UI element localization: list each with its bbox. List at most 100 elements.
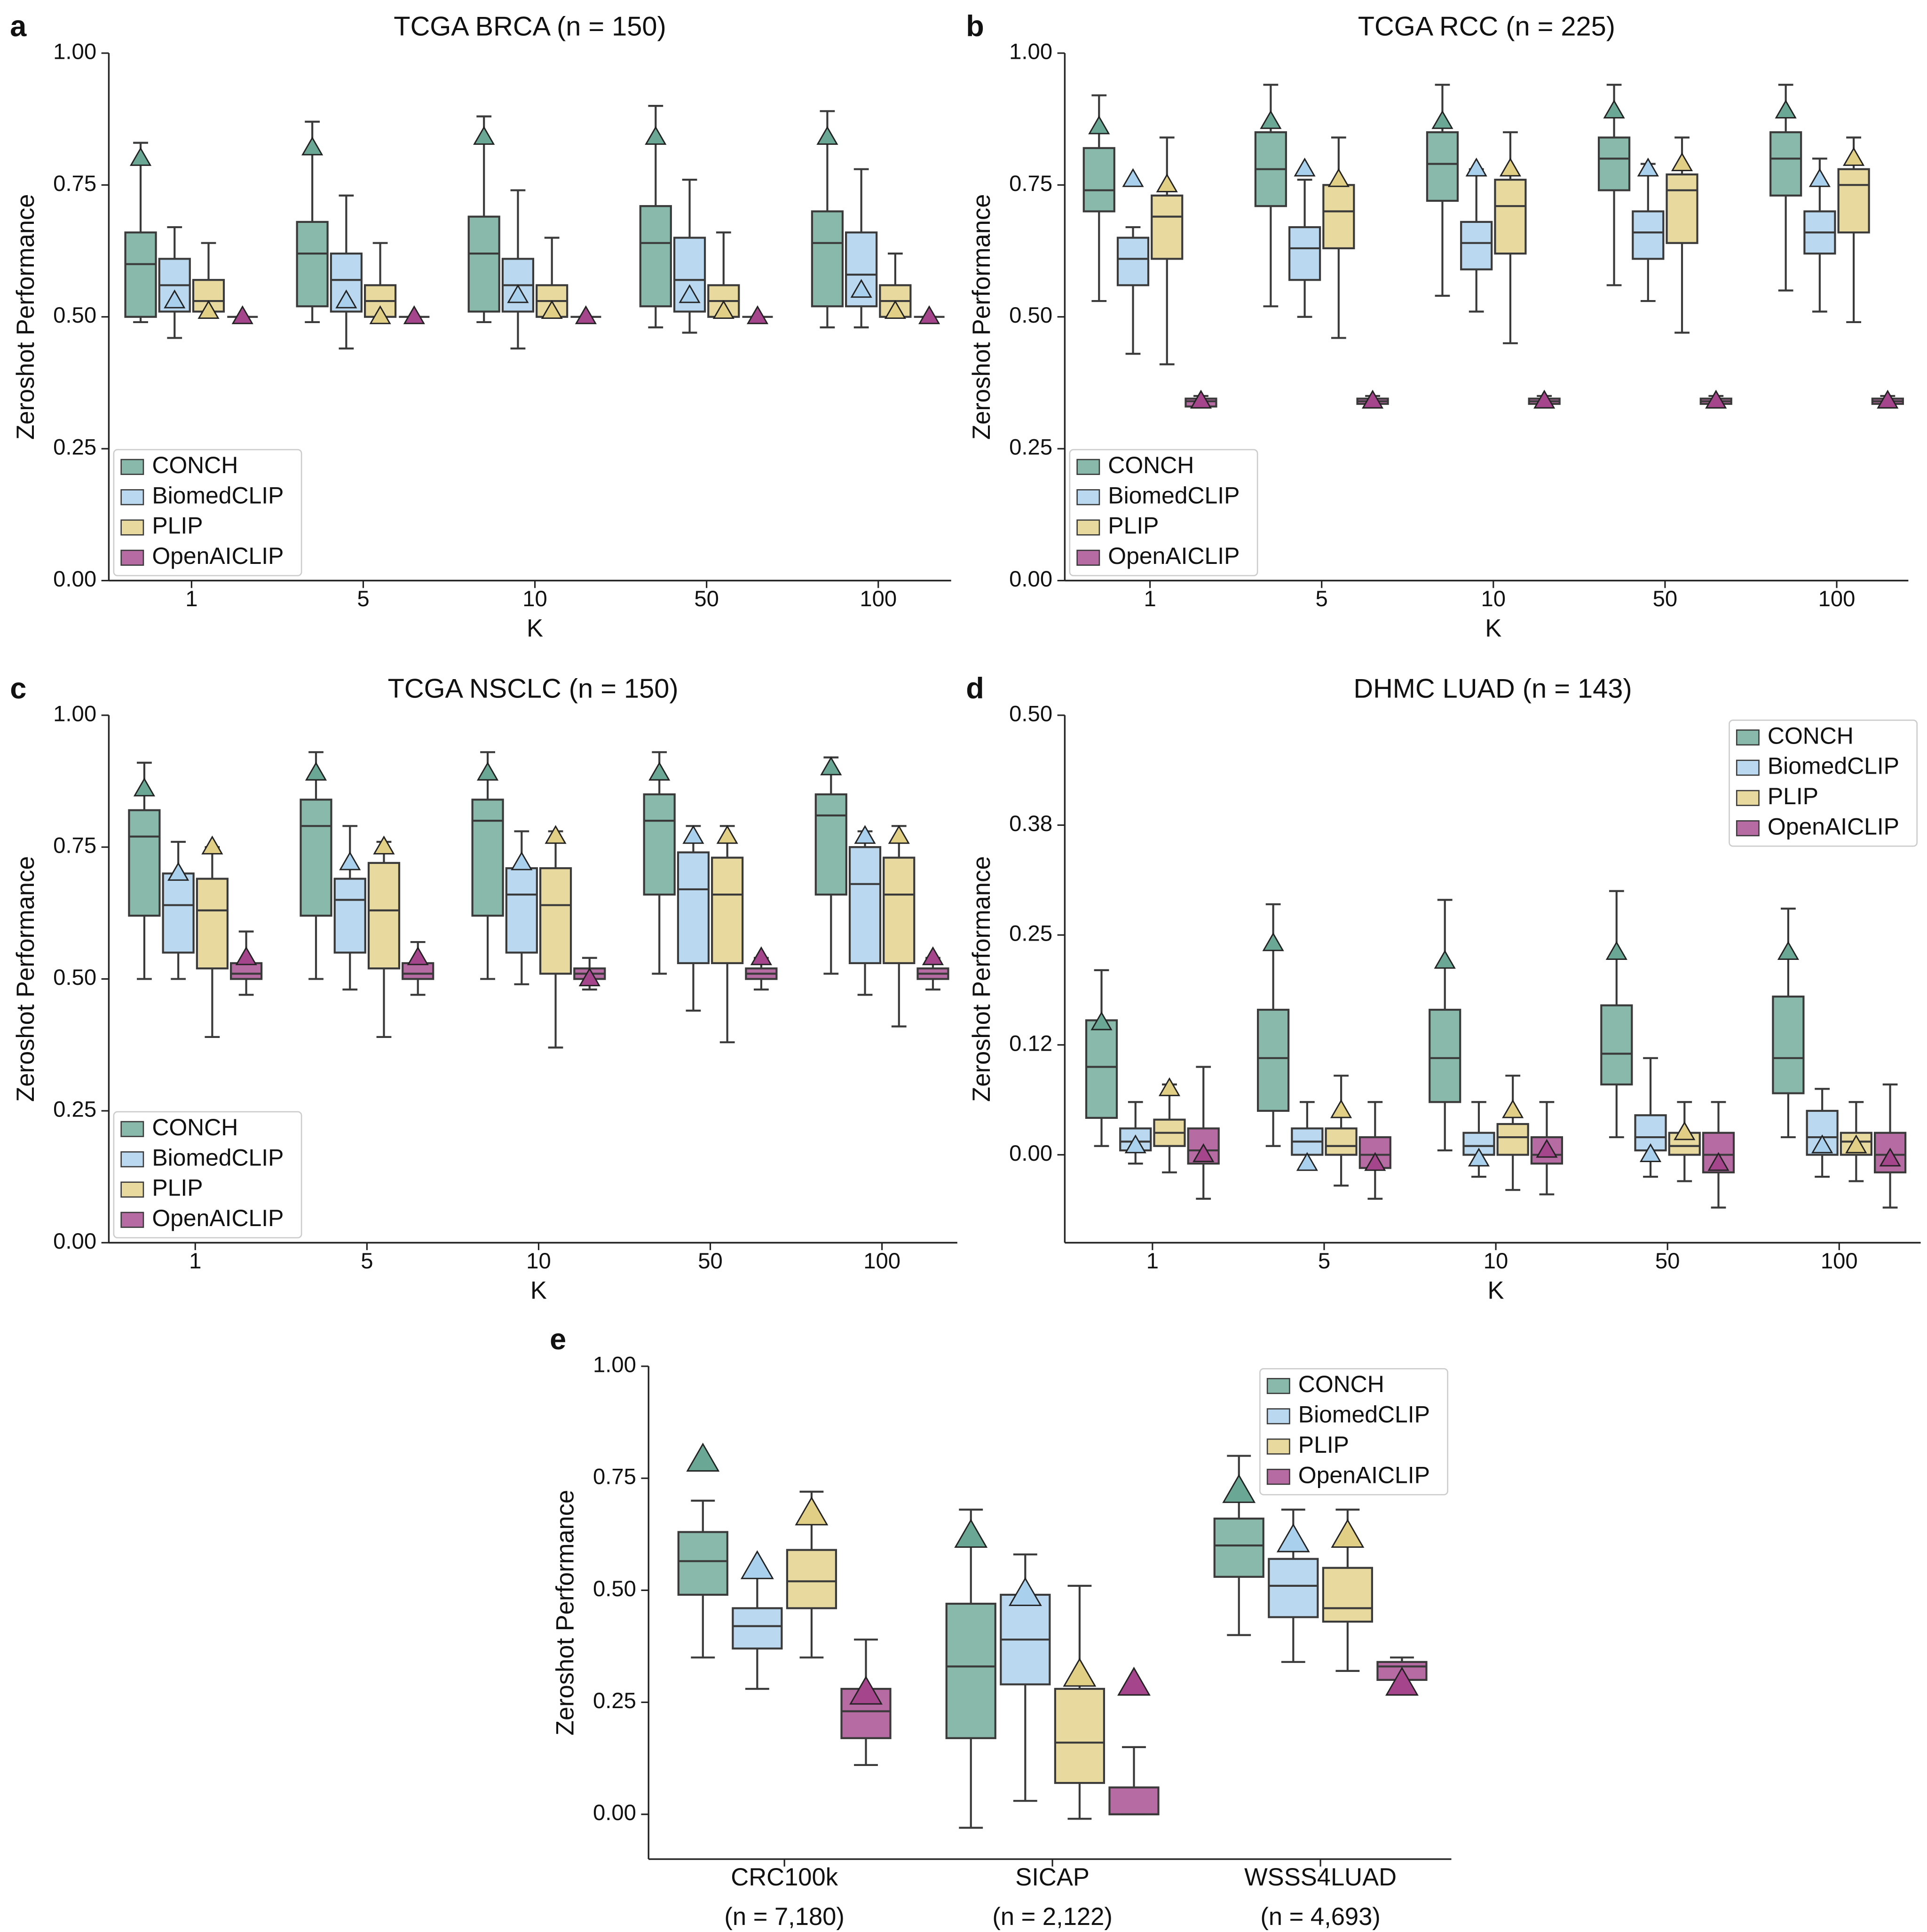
panel: e Zeroshot Performance 0.00 0.25 0.50 0.75 1.0… bbox=[550, 1323, 1452, 1931]
legend-swatch bbox=[120, 549, 144, 566]
mean-marker bbox=[1385, 1666, 1419, 1696]
legend-label: CONCH bbox=[152, 452, 238, 478]
legend: CONCH BiomedCLIP PLIP OpenAICLIP bbox=[1729, 719, 1918, 847]
mean-marker bbox=[1090, 1011, 1113, 1030]
y-tick-label: 0.75 bbox=[53, 171, 96, 196]
y-tick-label: 0.25 bbox=[593, 1688, 636, 1713]
legend: CONCH BiomedCLIP PLIP OpenAICLIP bbox=[1259, 1368, 1448, 1496]
mean-marker bbox=[1705, 389, 1727, 409]
mean-marker bbox=[849, 1675, 883, 1705]
mean-marker bbox=[1674, 1121, 1696, 1140]
box bbox=[945, 1602, 996, 1739]
y-tick-label: 0.50 bbox=[53, 303, 96, 328]
box bbox=[1288, 226, 1321, 281]
x-tick-label: 10 bbox=[522, 586, 547, 611]
legend-swatch bbox=[120, 1151, 144, 1168]
legend-swatch bbox=[120, 459, 144, 475]
box bbox=[1429, 1008, 1461, 1103]
chart-title: TCGA RCC (n = 225) bbox=[1358, 12, 1615, 42]
legend: CONCH BiomedCLIP PLIP OpenAICLIP bbox=[113, 1111, 302, 1239]
mean-marker bbox=[235, 946, 257, 966]
mean-marker bbox=[305, 761, 327, 781]
legend-frame bbox=[1729, 719, 1918, 847]
x-tick-label: 10 bbox=[1484, 1249, 1508, 1274]
y-tick-label: 0.25 bbox=[53, 435, 96, 460]
mean-marker bbox=[1605, 941, 1627, 960]
mean-marker bbox=[511, 851, 533, 871]
mean-marker bbox=[1536, 1139, 1558, 1158]
mean-marker bbox=[541, 300, 563, 319]
legend-label: OpenAICLIP bbox=[1108, 543, 1240, 569]
mean-marker bbox=[1843, 147, 1865, 166]
mean-marker bbox=[679, 284, 701, 303]
legend-label: PLIP bbox=[1298, 1432, 1349, 1458]
mean-marker bbox=[1008, 1577, 1042, 1606]
mean-marker bbox=[335, 289, 357, 309]
y-tick-label: 0.75 bbox=[53, 833, 96, 858]
box bbox=[1600, 1004, 1633, 1085]
legend-label: PLIP bbox=[1768, 783, 1818, 809]
box bbox=[162, 872, 195, 954]
y-tick-label: 1.00 bbox=[593, 1353, 636, 1378]
mean-marker bbox=[403, 305, 425, 325]
x-tick-label: 1 bbox=[1144, 586, 1156, 611]
mean-marker bbox=[686, 1442, 720, 1472]
y-tick-label: 0.50 bbox=[1009, 701, 1052, 726]
mean-marker bbox=[1361, 389, 1384, 409]
box bbox=[1460, 221, 1493, 270]
box bbox=[1116, 237, 1150, 286]
box bbox=[1151, 194, 1184, 260]
mean-marker bbox=[201, 835, 223, 855]
mean-marker bbox=[1809, 168, 1831, 187]
legend-frame bbox=[113, 449, 302, 577]
legend-swatch bbox=[1076, 489, 1100, 506]
y-axis-label: Zeroshot Performance bbox=[552, 1490, 579, 1735]
mean-marker bbox=[746, 305, 769, 325]
box bbox=[1268, 1558, 1319, 1618]
y-tick-label: 1.00 bbox=[53, 39, 96, 64]
x-axis-label: K bbox=[527, 614, 543, 642]
x-axis-label: K bbox=[1488, 1276, 1504, 1304]
mean-marker bbox=[1637, 158, 1659, 177]
mean-marker bbox=[1811, 1134, 1833, 1154]
box bbox=[1085, 1019, 1118, 1119]
legend-label: OpenAICLIP bbox=[1768, 813, 1899, 839]
y-axis-label: Zeroshot Performance bbox=[968, 194, 995, 439]
legend-label: CONCH bbox=[152, 1114, 238, 1140]
mean-marker bbox=[164, 289, 186, 309]
legend-label: PLIP bbox=[1108, 513, 1159, 539]
mean-marker bbox=[716, 825, 738, 844]
y-tick-label: 0.75 bbox=[593, 1465, 636, 1489]
mean-marker bbox=[473, 126, 495, 145]
box bbox=[505, 867, 538, 954]
legend-swatch bbox=[1266, 1469, 1290, 1485]
box bbox=[471, 799, 504, 917]
legend-frame bbox=[113, 1111, 302, 1239]
mean-marker bbox=[197, 300, 220, 319]
legend-label: PLIP bbox=[152, 1175, 203, 1201]
mean-marker bbox=[545, 825, 567, 844]
y-tick-label: 0.25 bbox=[1009, 921, 1052, 946]
mean-marker bbox=[1431, 110, 1453, 129]
legend-swatch bbox=[1266, 1378, 1290, 1394]
box bbox=[848, 846, 882, 965]
x-tick-label: 1 bbox=[1146, 1249, 1159, 1274]
panel: b TCGA RCC (n = 225) Zeroshot Performance K… bbox=[966, 10, 1909, 642]
mean-marker bbox=[1158, 1077, 1181, 1096]
mean-marker bbox=[231, 305, 253, 325]
y-tick-label: 0.00 bbox=[593, 1800, 636, 1825]
panel: a TCGA BRCA (n = 150) Zeroshot Performance… bbox=[10, 10, 951, 642]
legend-swatch bbox=[1266, 1408, 1290, 1425]
box bbox=[467, 215, 500, 313]
mean-marker bbox=[922, 946, 944, 966]
legend-label: CONCH bbox=[1768, 722, 1854, 749]
box bbox=[539, 867, 572, 975]
mean-marker bbox=[795, 1496, 829, 1526]
mean-marker bbox=[750, 946, 772, 966]
box bbox=[677, 1531, 728, 1596]
legend-label: OpenAICLIP bbox=[1298, 1462, 1430, 1488]
box bbox=[639, 205, 672, 308]
panel-label: c bbox=[10, 672, 26, 705]
